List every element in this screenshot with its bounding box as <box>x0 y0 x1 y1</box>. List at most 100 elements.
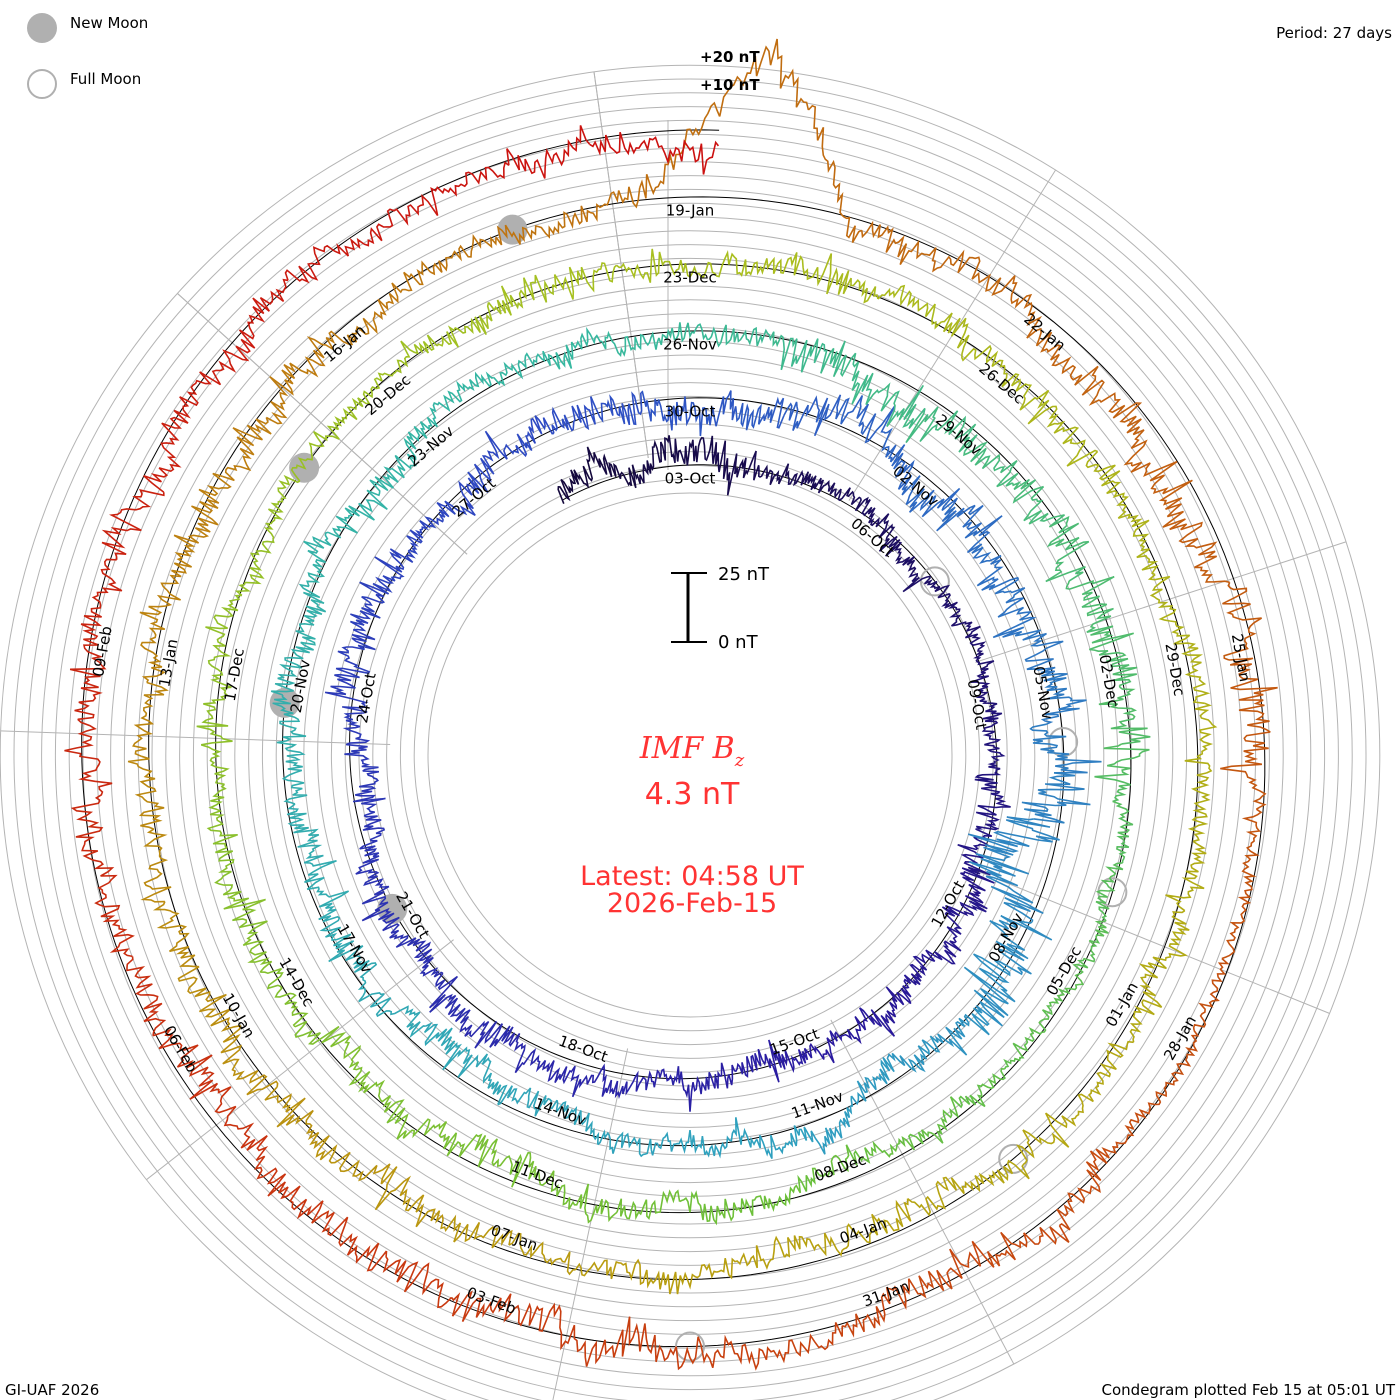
ring-10nt-label: +10 nT <box>700 76 760 94</box>
bz-trace-segment <box>1046 344 1105 406</box>
bz-trace-segment <box>253 1155 324 1220</box>
bz-trace-segment <box>205 594 242 657</box>
bz-trace-segment <box>528 1302 606 1367</box>
bz-trace-segment <box>683 1334 768 1371</box>
bz-trace-segment <box>495 211 568 246</box>
bz-trace-segment <box>1022 1093 1094 1148</box>
bz-trace-segment <box>586 446 637 489</box>
bz-trace-segment <box>718 38 810 117</box>
date-label: 08-Nov <box>985 910 1028 966</box>
bz-trace-segment <box>974 750 1006 794</box>
bz-trace-segment <box>552 262 618 300</box>
bz-trace-segment <box>907 1096 960 1151</box>
latest-time: Latest: 04:58 UT <box>580 861 804 892</box>
bz-trace-segment <box>374 1166 444 1228</box>
date-label: 16-Jan <box>320 321 369 366</box>
date-label: 15-Oct <box>767 1025 821 1059</box>
bz-trace-segment <box>196 719 233 786</box>
bz-trace-segment <box>303 531 332 587</box>
bz-trace-segment <box>173 472 232 544</box>
bz-trace-segment <box>996 275 1053 353</box>
new-moon-legend-label: New Moon <box>70 14 148 32</box>
bz-trace-segment <box>64 718 113 802</box>
bz-trace-segment <box>140 828 172 903</box>
bz-trace-segment <box>1184 702 1218 774</box>
bz-trace-segment <box>69 637 107 721</box>
bz-trace-segment <box>689 390 738 437</box>
bz-trace-segment <box>716 1235 786 1280</box>
bz-trace-segment <box>908 1240 985 1299</box>
grid-circle <box>261 326 1119 1184</box>
full-moon-icon <box>1048 726 1079 757</box>
full-moon-legend-label: Full Moon <box>70 70 141 88</box>
bz-trace-segment <box>487 274 554 316</box>
bz-trace-segment <box>797 1144 850 1193</box>
bz-trace-segment <box>1027 405 1098 467</box>
bz-trace-segment <box>1003 1020 1047 1070</box>
bz-trace-segment <box>290 425 340 482</box>
bz-trace-segment <box>941 904 963 960</box>
bz-trace-segment <box>355 858 390 906</box>
bz-trace-segment <box>286 803 323 856</box>
bz-trace-segment <box>1021 772 1091 824</box>
bz-trace-segment <box>270 641 314 696</box>
bz-trace-segment <box>272 694 307 751</box>
bz-trace-segment <box>1112 800 1134 863</box>
bz-trace-segment <box>556 1183 618 1224</box>
grid-circle <box>54 119 1326 1391</box>
bz-trace-segment <box>936 503 1003 554</box>
bz-trace-segment <box>1029 723 1102 774</box>
bz-trace-segment <box>1130 460 1193 528</box>
bz-trace-segment <box>679 1190 742 1226</box>
grid-circle <box>330 395 1050 1115</box>
bz-trace-segment <box>294 1020 361 1062</box>
grid-circle <box>303 368 1077 1142</box>
bz-trace-segment <box>964 625 995 671</box>
date-label: 11-Dec <box>509 1157 565 1192</box>
bz-trace-segment <box>748 252 819 281</box>
footer-plotted: Condegram plotted Feb 15 at 05:01 UT <box>1102 1381 1396 1399</box>
bz-trace-segment <box>377 334 438 382</box>
bz-trace-segment <box>457 1053 508 1105</box>
bz-trace-segment <box>1228 657 1278 733</box>
bz-trace-segment <box>214 1086 269 1161</box>
bz-trace-segment <box>1222 582 1263 661</box>
bz-trace-segment <box>1095 1101 1162 1159</box>
bz-trace-segment <box>1241 808 1263 888</box>
bz-trace-segment <box>885 974 912 1024</box>
full-moon-legend-icon <box>27 69 57 99</box>
bz-trace-segment <box>878 535 917 574</box>
bz-trace-segment <box>1192 957 1230 1031</box>
date-label: 03-Feb <box>464 1284 518 1318</box>
bz-trace-segment <box>992 578 1037 639</box>
bz-trace-segment <box>332 377 383 430</box>
bz-trace-segment <box>177 966 241 1032</box>
bz-trace-segment <box>1094 743 1150 803</box>
bz-trace-segment <box>361 901 417 948</box>
date-label: 14-Nov <box>532 1094 589 1129</box>
bz-trace-segment <box>720 1048 764 1089</box>
bz-trace-segment <box>803 1030 845 1064</box>
bz-trace-segment <box>342 725 379 772</box>
bz-trace-segment <box>429 234 497 276</box>
grid-spoke <box>830 1019 1015 1365</box>
bz-trace-segment <box>631 435 673 485</box>
grid-spoke <box>967 866 1330 1014</box>
bz-trace-segment <box>459 1009 514 1049</box>
date-label: 23-Dec <box>663 269 717 287</box>
grid-circle <box>110 175 1270 1335</box>
bz-trace-segment <box>886 1035 941 1073</box>
bz-trace-segment <box>132 681 169 758</box>
date-label: 06-Feb <box>160 1022 201 1075</box>
bz-trace-segment <box>816 253 879 304</box>
bz-trace-segment <box>232 908 273 973</box>
bz-trace-segment <box>981 710 1003 753</box>
bz-trace-segment <box>203 655 232 721</box>
bz-trace-segment <box>386 1099 450 1143</box>
bz-trace-segment <box>1095 862 1124 922</box>
bz-trace-segment <box>315 1135 391 1185</box>
scale-bottom-label: 0 nT <box>718 632 759 653</box>
bz-trace-segment <box>366 453 417 497</box>
date-label: 09-Feb <box>89 625 116 678</box>
bz-trace-segment <box>658 322 717 346</box>
